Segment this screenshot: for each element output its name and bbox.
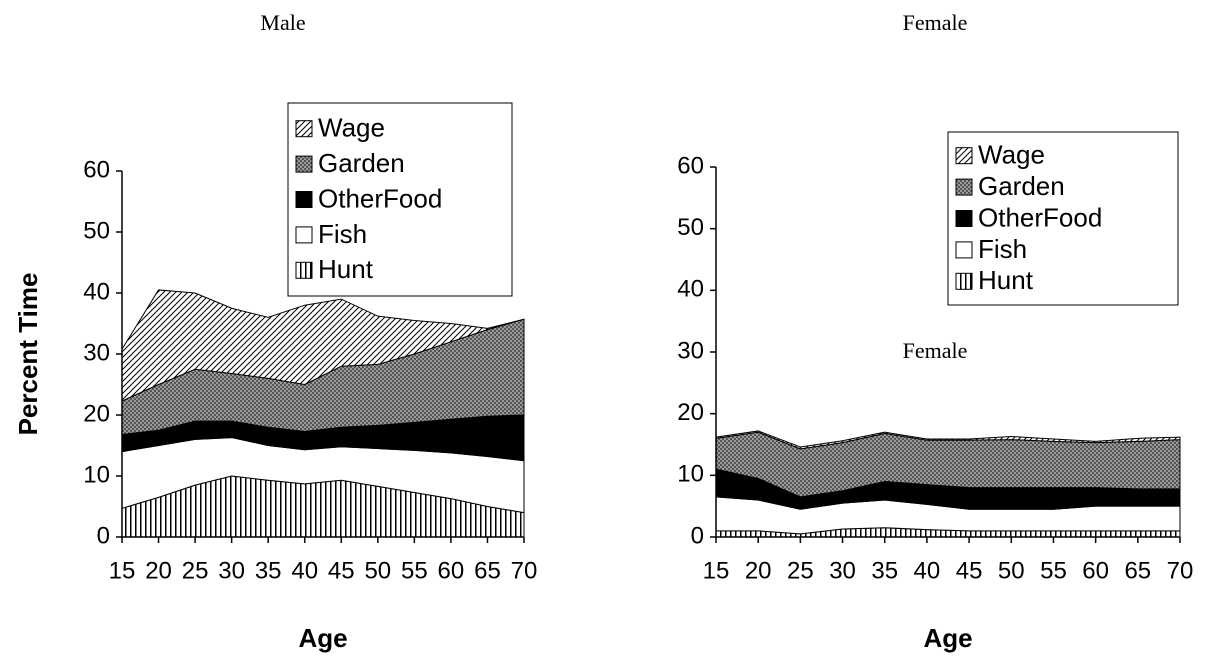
legend-swatch [955, 178, 973, 196]
y-tick-label: 20 [83, 400, 110, 427]
legend-label: Garden [978, 171, 1065, 201]
x-tick-label: 15 [703, 557, 730, 584]
legend-label: OtherFood [318, 183, 442, 213]
x-tick-label: 45 [956, 557, 983, 584]
x-tick-label: 55 [401, 557, 428, 584]
y-tick-label: 10 [83, 461, 110, 488]
x-tick-label: 40 [914, 557, 941, 584]
legend-label: Wage [318, 113, 385, 143]
legend-swatch [295, 226, 313, 244]
legend-label: Garden [318, 148, 405, 178]
x-tick-label: 35 [255, 557, 282, 584]
x-tick-label: 30 [829, 557, 856, 584]
x-axis-label: Age [298, 623, 347, 653]
x-tick-label: 20 [145, 557, 172, 584]
x-tick-label: 50 [364, 557, 391, 584]
chart-title: Female [903, 10, 968, 35]
chart-title: Male [260, 10, 305, 35]
x-tick-label: 40 [291, 557, 318, 584]
y-axis-label: Percent Time [13, 273, 43, 436]
x-tick-label: 70 [511, 557, 538, 584]
x-tick-label: 70 [1167, 557, 1194, 584]
y-tick-label: 50 [677, 214, 704, 241]
x-tick-label: 30 [218, 557, 245, 584]
y-tick-label: 60 [83, 156, 110, 183]
legend-swatch [295, 120, 313, 138]
legend-label: Hunt [978, 265, 1034, 295]
y-tick-label: 40 [83, 278, 110, 305]
x-tick-label: 65 [1124, 557, 1151, 584]
legend-label: Fish [318, 219, 367, 249]
legend-swatch [955, 147, 973, 165]
legend-swatch [955, 272, 973, 290]
x-tick-label: 45 [328, 557, 355, 584]
legend-swatch [295, 191, 313, 208]
y-tick-label: 30 [677, 337, 704, 364]
y-tick-label: 0 [691, 522, 704, 549]
annotation: Female [903, 338, 968, 363]
legend-swatch [955, 210, 973, 227]
x-tick-label: 60 [1082, 557, 1109, 584]
legend-box [947, 131, 1179, 306]
y-tick-label: 50 [83, 217, 110, 244]
x-tick-label: 25 [182, 557, 209, 584]
x-tick-label: 35 [871, 557, 898, 584]
y-tick-label: 30 [83, 339, 110, 366]
legend-swatch [955, 241, 973, 259]
legend-box [287, 102, 513, 297]
x-tick-label: 25 [787, 557, 814, 584]
x-tick-label: 20 [745, 557, 772, 584]
legend-swatch [295, 155, 313, 173]
y-tick-label: 60 [677, 152, 704, 179]
y-tick-label: 40 [677, 276, 704, 303]
x-tick-label: 65 [474, 557, 501, 584]
y-tick-label: 0 [97, 522, 110, 549]
area [121, 289, 525, 402]
x-tick-label: 50 [998, 557, 1025, 584]
legend-label: Fish [978, 234, 1027, 264]
legend-label: Wage [978, 140, 1045, 170]
area [715, 430, 1181, 450]
x-axis-label: Age [923, 623, 972, 653]
legend-label: Hunt [318, 254, 374, 284]
x-tick-label: 55 [1040, 557, 1067, 584]
legend-label: OtherFood [978, 202, 1102, 232]
x-tick-label: 15 [109, 557, 136, 584]
legend-swatch [295, 261, 313, 279]
y-tick-label: 20 [677, 399, 704, 426]
x-tick-label: 60 [438, 557, 465, 584]
y-tick-label: 10 [677, 461, 704, 488]
